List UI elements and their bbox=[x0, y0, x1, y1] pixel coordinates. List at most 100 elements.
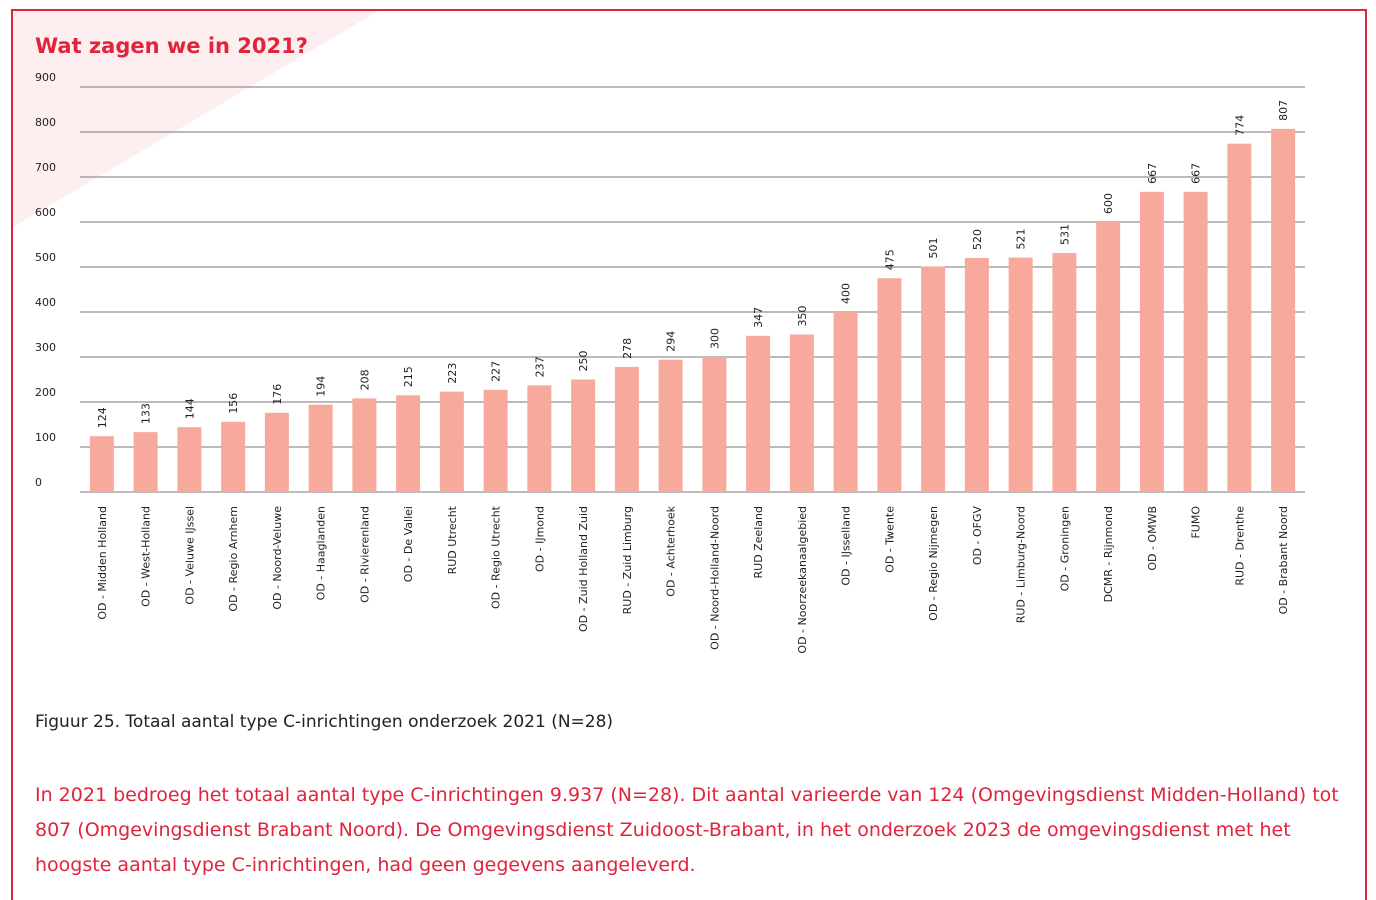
x-tick-label: OD - Brabant Noord bbox=[1277, 506, 1290, 614]
x-tick-label: RUD Utrecht bbox=[446, 505, 459, 574]
bar bbox=[396, 395, 421, 492]
bar bbox=[614, 366, 639, 492]
x-tick-label: OD - Noord-Veluwe bbox=[271, 506, 284, 610]
value-label: 278 bbox=[621, 338, 634, 359]
x-tick-label: OD - OMWB bbox=[1146, 506, 1159, 571]
value-label: 223 bbox=[446, 363, 459, 384]
x-tick-label: OD - Noorzeekanaalgebied bbox=[796, 506, 809, 654]
value-label: 475 bbox=[883, 249, 896, 270]
value-label: 300 bbox=[708, 328, 721, 349]
value-label: 144 bbox=[183, 398, 196, 419]
bar bbox=[702, 357, 727, 492]
x-tick-label: RUD - Zuid Limburg bbox=[621, 506, 634, 614]
value-label: 208 bbox=[358, 369, 371, 390]
x-tick-label: OD - Zuid Holland Zuid bbox=[577, 506, 590, 632]
x-tick-label: OD - Veluwe IJssel bbox=[183, 506, 196, 605]
x-tick-label: OD - Twente bbox=[883, 506, 896, 573]
value-label: 194 bbox=[315, 376, 328, 397]
value-label: 250 bbox=[577, 351, 590, 372]
x-tick-label: OD - Rivierenland bbox=[358, 506, 371, 603]
value-label: 774 bbox=[1233, 115, 1246, 136]
bar bbox=[964, 258, 989, 492]
value-label: 531 bbox=[1058, 224, 1071, 245]
y-tick-label: 200 bbox=[35, 386, 56, 399]
x-tick-label: OD - De Vallei bbox=[402, 506, 415, 582]
y-tick-label: 800 bbox=[35, 116, 56, 129]
bar bbox=[571, 379, 596, 492]
y-tick-label: 500 bbox=[35, 251, 56, 264]
value-label: 294 bbox=[665, 331, 678, 352]
y-tick-label: 400 bbox=[35, 296, 56, 309]
x-tick-label: OD - OFGV bbox=[971, 506, 984, 566]
bar bbox=[746, 335, 771, 492]
value-label: 124 bbox=[96, 407, 109, 428]
y-tick-label: 100 bbox=[35, 431, 56, 444]
bar bbox=[527, 385, 552, 492]
bar bbox=[439, 391, 464, 492]
y-tick-label: 300 bbox=[35, 341, 56, 354]
paragraph: In 2021 bedroeg het totaal aantal type C… bbox=[35, 784, 1339, 876]
bar bbox=[658, 359, 683, 492]
value-label: 600 bbox=[1102, 193, 1115, 214]
y-tick-label: 900 bbox=[35, 71, 56, 84]
bar bbox=[352, 398, 377, 492]
bar bbox=[133, 432, 158, 492]
bar bbox=[1271, 128, 1296, 492]
value-label: 400 bbox=[840, 283, 853, 304]
x-tick-label: OD - Regio Arnhem bbox=[227, 506, 240, 612]
value-label: 521 bbox=[1015, 229, 1028, 250]
value-label: 501 bbox=[927, 238, 940, 259]
value-label: 237 bbox=[533, 356, 546, 377]
y-tick-label: 0 bbox=[35, 476, 42, 489]
decoration bbox=[12, 10, 380, 228]
x-tick-label: OD - IJmond bbox=[533, 506, 546, 572]
value-label: 347 bbox=[752, 307, 765, 328]
bar bbox=[789, 334, 814, 492]
value-label: 156 bbox=[227, 393, 240, 414]
bar bbox=[1096, 222, 1121, 492]
x-tick-label: OD - Noord-Holland-Noord bbox=[708, 506, 721, 650]
caption: Figuur 25. Totaal aantal type C-inrichti… bbox=[35, 712, 614, 732]
value-label: 227 bbox=[490, 361, 503, 382]
value-label: 215 bbox=[402, 366, 415, 387]
y-tick-label: 600 bbox=[35, 206, 56, 219]
bar bbox=[1183, 191, 1208, 492]
bar bbox=[1008, 257, 1033, 492]
x-tick-label: RUD - Limburg-Noord bbox=[1015, 506, 1028, 623]
x-tick-label: OD - Midden Holland bbox=[96, 506, 109, 620]
bar bbox=[1227, 143, 1252, 492]
bar bbox=[1052, 253, 1077, 492]
chart-title: Wat zagen we in 2021? bbox=[35, 34, 308, 58]
x-tick-label: RUD Zeeland bbox=[752, 506, 765, 578]
frame bbox=[11, 9, 1367, 900]
x-tick-label: FUMO bbox=[1190, 506, 1203, 539]
x-tick-label: OD - Regio Nijmegen bbox=[927, 506, 940, 621]
x-tick-label: OD - Groningen bbox=[1058, 506, 1071, 591]
bar bbox=[89, 436, 114, 492]
bar bbox=[921, 266, 946, 492]
x-tick-label: OD - IJsselland bbox=[840, 506, 853, 586]
bar bbox=[177, 427, 202, 492]
x-tick-label: OD - Haaglanden bbox=[315, 506, 328, 600]
x-tick-label: OD - West-Holland bbox=[140, 506, 153, 607]
value-label: 520 bbox=[971, 229, 984, 250]
y-tick-label: 700 bbox=[35, 161, 56, 174]
bar bbox=[483, 389, 508, 492]
value-label: 667 bbox=[1190, 163, 1203, 184]
x-tick-label: OD - Regio Utrecht bbox=[490, 505, 503, 609]
value-label: 350 bbox=[796, 306, 809, 327]
bar bbox=[308, 404, 333, 492]
bar bbox=[833, 312, 858, 492]
x-tick-label: OD - Achterhoek bbox=[665, 505, 678, 596]
bar bbox=[221, 421, 246, 492]
x-tick-label: DCMR - Rijnmond bbox=[1102, 506, 1115, 602]
value-label: 667 bbox=[1146, 163, 1159, 184]
value-label: 176 bbox=[271, 384, 284, 405]
x-tick-label: RUD - Drenthe bbox=[1233, 506, 1246, 586]
bar bbox=[1139, 191, 1164, 492]
value-label: 807 bbox=[1277, 100, 1290, 121]
bar bbox=[877, 278, 902, 492]
bar bbox=[264, 412, 289, 492]
